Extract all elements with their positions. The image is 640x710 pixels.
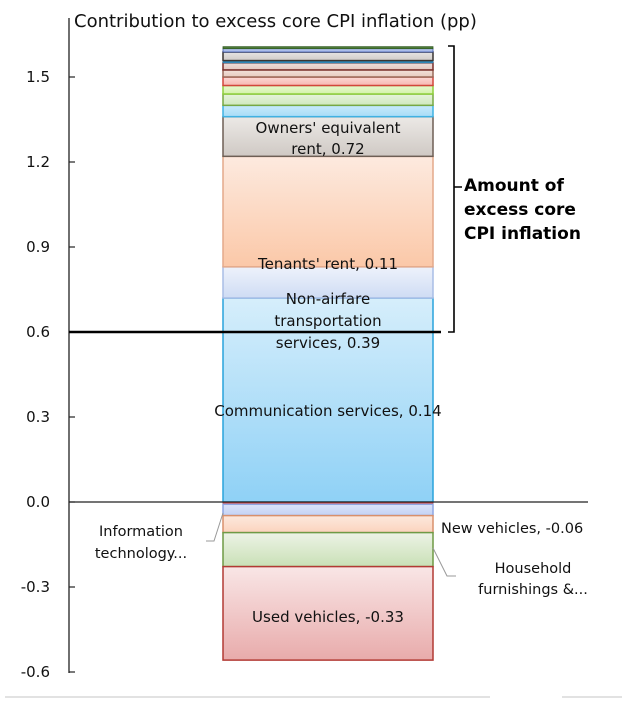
bar-segment — [222, 51, 434, 62]
segment-label: rent, 0.72 — [291, 140, 364, 158]
stacked-bar — [222, 46, 434, 661]
segment-label: Owners' equivalent — [256, 119, 401, 137]
segment-label: transportation — [274, 312, 381, 330]
bar-segment-information-technology — [222, 503, 434, 517]
y-tick-label: 0.6 — [26, 323, 50, 341]
segment-label-right: New vehicles, -0.06 — [441, 521, 583, 537]
bar-segment-new-vehicles — [222, 514, 434, 534]
segment-label: Non-airfare — [286, 290, 370, 308]
bar-segment — [222, 93, 434, 107]
segment-label-right: furnishings &... — [478, 582, 588, 598]
bracket — [448, 45, 462, 333]
bar-segment-household-furnishings — [222, 531, 434, 568]
y-tick-label: 0.9 — [26, 238, 50, 256]
bar-segment — [222, 62, 434, 71]
y-tick-label: 1.2 — [26, 153, 50, 171]
annotation-text: Amount of — [464, 176, 564, 196]
bar-segment — [222, 84, 434, 95]
y-tick-label: 1.5 — [26, 68, 50, 86]
segment-labels: Owners' equivalent rent, 0.72 Tenants' ren… — [95, 119, 588, 626]
bar-segment — [222, 104, 434, 118]
segment-label: Communication services, 0.14 — [214, 402, 441, 420]
segment-label: Used vehicles, -0.33 — [252, 608, 404, 626]
leader-line — [432, 547, 456, 577]
excess-bracket-annotation: Amount of excess core CPI inflation — [448, 45, 581, 333]
y-axis-ticks: 1.5 1.2 0.9 0.6 0.3 0.0 -0.3 -0.6 — [21, 68, 75, 681]
annotation-text: CPI inflation — [464, 224, 581, 244]
bar-segment — [222, 76, 434, 87]
bar-segment — [222, 46, 434, 50]
y-tick-label: -0.6 — [21, 663, 50, 681]
segment-label: Tenants' rent, 0.11 — [257, 255, 398, 273]
leader-line — [206, 512, 224, 542]
segment-label-left: technology... — [95, 546, 187, 562]
segment-label-left: Information — [99, 524, 183, 540]
segment-label: services, 0.39 — [276, 334, 380, 352]
bar-segment-non-airfare-transportation-services — [222, 155, 434, 268]
bar-segment — [222, 48, 434, 53]
bar-segment-tenants-rent — [222, 266, 434, 299]
chart-title: Contribution to excess core CPI inflatio… — [74, 11, 477, 32]
y-tick-label: -0.3 — [21, 578, 50, 596]
y-tick-label: 0.3 — [26, 408, 50, 426]
annotation-text: excess core — [464, 200, 576, 220]
bar-segment-used-vehicles — [222, 565, 434, 661]
segment-label-right: Household — [495, 561, 572, 577]
bar-segment — [222, 69, 434, 78]
y-tick-label: 0.0 — [26, 493, 50, 511]
